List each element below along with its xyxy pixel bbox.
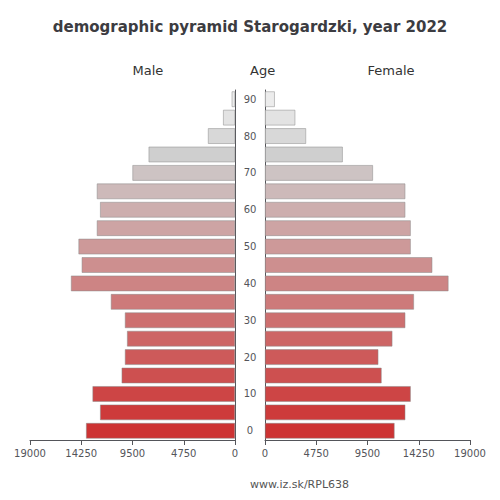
svg-text:4750: 4750 <box>171 448 196 459</box>
svg-text:14250: 14250 <box>403 448 435 459</box>
svg-text:19000: 19000 <box>454 448 486 459</box>
svg-text:80: 80 <box>244 131 257 142</box>
svg-text:14250: 14250 <box>65 448 97 459</box>
svg-text:4750: 4750 <box>304 448 329 459</box>
svg-text:50: 50 <box>244 241 257 252</box>
svg-text:demographic pyramid Starogardz: demographic pyramid Starogardzki, year 2… <box>53 18 448 36</box>
svg-text:60: 60 <box>244 204 257 215</box>
svg-text:10: 10 <box>244 388 257 399</box>
svg-text:40: 40 <box>244 278 257 289</box>
svg-text:19000: 19000 <box>14 448 46 459</box>
svg-text:90: 90 <box>244 94 257 105</box>
svg-text:20: 20 <box>244 352 257 363</box>
svg-text:30: 30 <box>244 315 257 326</box>
svg-text:Male: Male <box>132 63 163 78</box>
svg-text:9500: 9500 <box>120 448 145 459</box>
svg-text:Age: Age <box>250 63 275 78</box>
svg-text:9500: 9500 <box>355 448 380 459</box>
svg-text:Female: Female <box>367 63 414 78</box>
svg-text:www.iz.sk/RPL638: www.iz.sk/RPL638 <box>250 478 349 491</box>
svg-text:0: 0 <box>247 425 253 436</box>
svg-text:0: 0 <box>232 448 238 459</box>
svg-text:0: 0 <box>262 448 268 459</box>
svg-text:70: 70 <box>244 167 257 178</box>
